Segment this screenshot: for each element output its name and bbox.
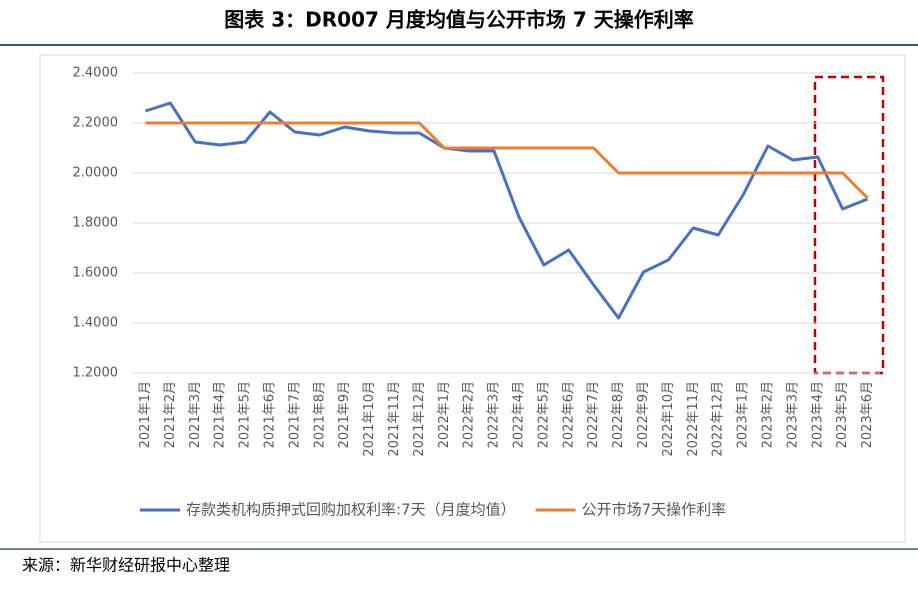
series-line bbox=[145, 121, 869, 200]
x-tick-label: 2021年12月 bbox=[412, 381, 427, 457]
x-tick-label: 2021年2月 bbox=[163, 381, 178, 448]
series-line bbox=[144, 101, 869, 320]
x-tick-label: 2021年1月 bbox=[138, 381, 153, 448]
x-tick-label: 2022年11月 bbox=[686, 381, 701, 457]
x-tick-label: 2022年9月 bbox=[636, 381, 651, 448]
x-tick-label: 2021年7月 bbox=[287, 381, 302, 448]
x-tick-label: 2021年10月 bbox=[362, 381, 377, 457]
x-tick-label: 2021年11月 bbox=[387, 381, 402, 457]
x-tick-label: 2022年2月 bbox=[462, 381, 477, 448]
source-note: 来源：新华财经研报中心整理 bbox=[22, 556, 230, 575]
x-tick-label: 2023年5月 bbox=[835, 381, 850, 448]
x-tick-label: 2021年6月 bbox=[262, 381, 277, 448]
x-tick-label: 2021年8月 bbox=[312, 381, 327, 448]
x-tick-label: 2023年1月 bbox=[736, 381, 751, 448]
x-tick-label: 2022年6月 bbox=[561, 381, 576, 448]
x-tick-label: 2022年1月 bbox=[437, 381, 452, 448]
y-tick-label: 2.2000 bbox=[73, 116, 119, 131]
x-tick-label: 2023年2月 bbox=[760, 381, 775, 448]
x-tick-label: 2022年4月 bbox=[511, 381, 526, 448]
x-tick-label: 2022年3月 bbox=[487, 381, 502, 448]
legend-label: 存款类机构质押式回购加权利率:7天（月度均值） bbox=[186, 501, 516, 519]
highlight-box bbox=[813, 75, 885, 375]
x-tick-label: 2021年3月 bbox=[188, 381, 203, 448]
x-tick-label: 2022年10月 bbox=[661, 381, 676, 457]
y-tick-label: 1.2000 bbox=[73, 366, 119, 381]
chart-title: 图表 3：DR007 月度均值与公开市场 7 天操作利率 bbox=[224, 8, 693, 32]
x-tick-label: 2021年5月 bbox=[238, 381, 253, 448]
x-tick-label: 2023年4月 bbox=[810, 381, 825, 448]
x-tick-label: 2023年6月 bbox=[860, 381, 875, 448]
x-tick-label: 2022年7月 bbox=[586, 381, 601, 448]
x-tick-label: 2022年8月 bbox=[611, 381, 626, 448]
y-tick-label: 1.8000 bbox=[73, 216, 119, 231]
x-tick-label: 2021年9月 bbox=[337, 381, 352, 448]
y-tick-label: 2.4000 bbox=[73, 66, 119, 81]
chart-frame bbox=[39, 54, 906, 543]
x-tick-label: 2022年5月 bbox=[536, 381, 551, 448]
y-tick-label: 2.0000 bbox=[73, 166, 119, 181]
x-tick-label: 2023年3月 bbox=[785, 381, 800, 448]
legend-label: 公开市场7天操作利率 bbox=[582, 501, 727, 519]
x-tick-label: 2021年4月 bbox=[213, 381, 228, 448]
y-tick-label: 1.4000 bbox=[73, 316, 119, 331]
x-tick-label: 2022年12月 bbox=[711, 381, 726, 457]
y-tick-label: 1.6000 bbox=[73, 266, 119, 281]
